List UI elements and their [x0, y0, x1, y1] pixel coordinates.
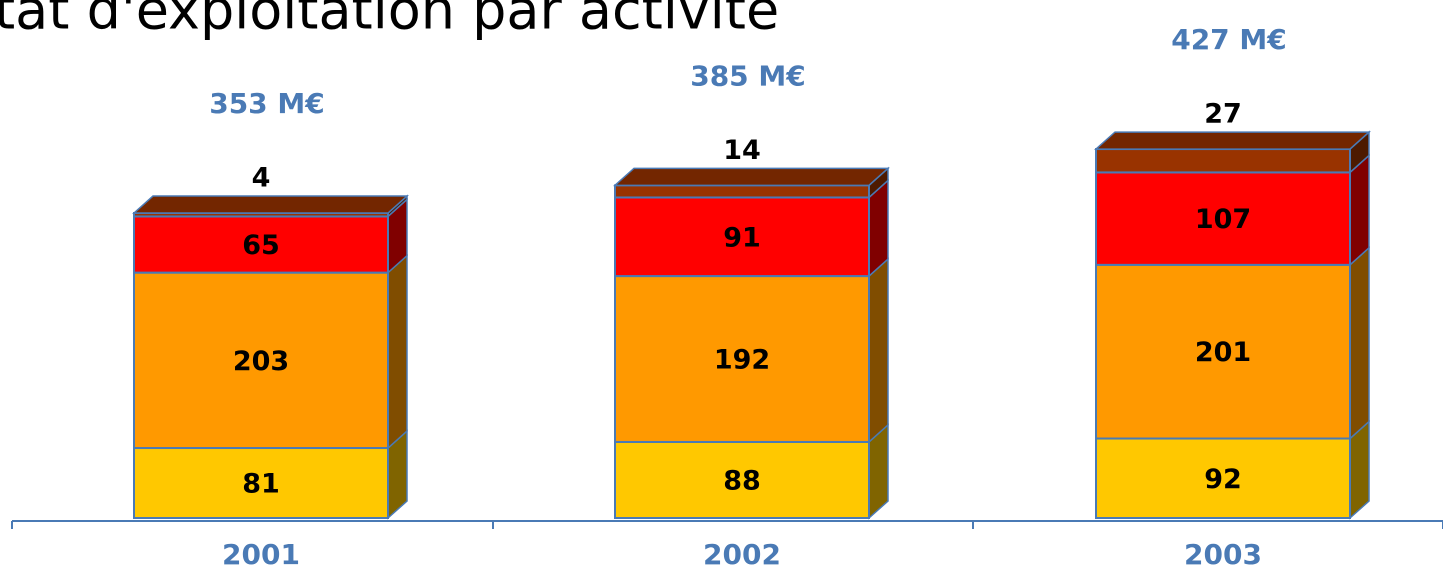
chart-title: tat d'exploitation par activité [0, 0, 779, 42]
segment-label: 88 [723, 465, 761, 496]
bar-segment [1095, 263, 1351, 440]
bar-segment [1095, 148, 1351, 174]
x-tick-label: 2002 [703, 538, 781, 571]
bar-segment [133, 447, 389, 519]
bar-segment [614, 275, 870, 443]
segment-label: 4 [252, 163, 271, 194]
bar-top [1094, 131, 1371, 150]
total-label: 353 M€ [209, 87, 325, 120]
bar-segment [133, 271, 389, 450]
segment-label: 107 [1195, 204, 1251, 235]
bar-segment [1095, 171, 1351, 266]
segment-label: 14 [723, 135, 761, 166]
total-label: 427 M€ [1171, 23, 1287, 56]
segment-label: 27 [1204, 99, 1242, 130]
bar-segment [1095, 437, 1351, 519]
bar-segment [614, 196, 870, 278]
bar-segment [614, 184, 870, 199]
bar-side [1349, 246, 1370, 441]
segment-label: 192 [714, 345, 770, 376]
segment-label: 81 [242, 469, 280, 500]
segment-label: 201 [1195, 337, 1251, 368]
bar-side [868, 257, 889, 444]
bar-side [1349, 153, 1370, 267]
x-tick-label: 2001 [222, 538, 300, 571]
segment-label: 91 [723, 222, 761, 253]
bar-top [613, 167, 890, 187]
x-tick-label: 2003 [1184, 538, 1262, 571]
segment-label: 65 [242, 230, 280, 261]
bar-side [387, 253, 408, 450]
segment-label: 203 [233, 346, 289, 377]
bar-segment [614, 440, 870, 519]
bar-top [132, 195, 409, 214]
total-label: 385 M€ [690, 59, 806, 92]
segment-label: 92 [1204, 464, 1242, 495]
